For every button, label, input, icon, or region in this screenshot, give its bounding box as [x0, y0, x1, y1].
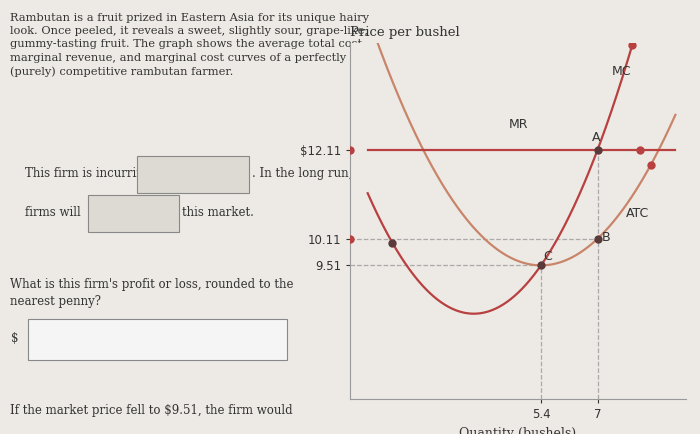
Text: ATC: ATC: [626, 207, 649, 220]
Text: If the market price fell to $9.51, the firm would: If the market price fell to $9.51, the f…: [10, 404, 293, 417]
Text: A: A: [592, 131, 601, 144]
Text: Rambutan is a fruit prized in Eastern Asia for its unique hairy
look. Once peele: Rambutan is a fruit prized in Eastern As…: [10, 13, 370, 77]
FancyBboxPatch shape: [136, 156, 248, 193]
Text: Price per bushel: Price per bushel: [350, 26, 460, 39]
Text: MC: MC: [612, 65, 631, 78]
Text: This firm is incurring a: This firm is incurring a: [25, 167, 162, 180]
X-axis label: Quantity (bushels): Quantity (bushels): [459, 427, 577, 434]
FancyBboxPatch shape: [88, 195, 178, 232]
Text: C: C: [542, 250, 552, 263]
FancyBboxPatch shape: [28, 319, 287, 360]
Text: $: $: [10, 332, 18, 345]
Text: B: B: [602, 231, 610, 244]
Text: What is this firm's profit or loss, rounded to the
nearest penny?: What is this firm's profit or loss, roun…: [10, 278, 294, 308]
Text: firms will: firms will: [25, 206, 80, 219]
Text: this market.: this market.: [182, 206, 254, 219]
Text: MR: MR: [509, 118, 528, 131]
Text: . In the long run,: . In the long run,: [252, 167, 352, 180]
